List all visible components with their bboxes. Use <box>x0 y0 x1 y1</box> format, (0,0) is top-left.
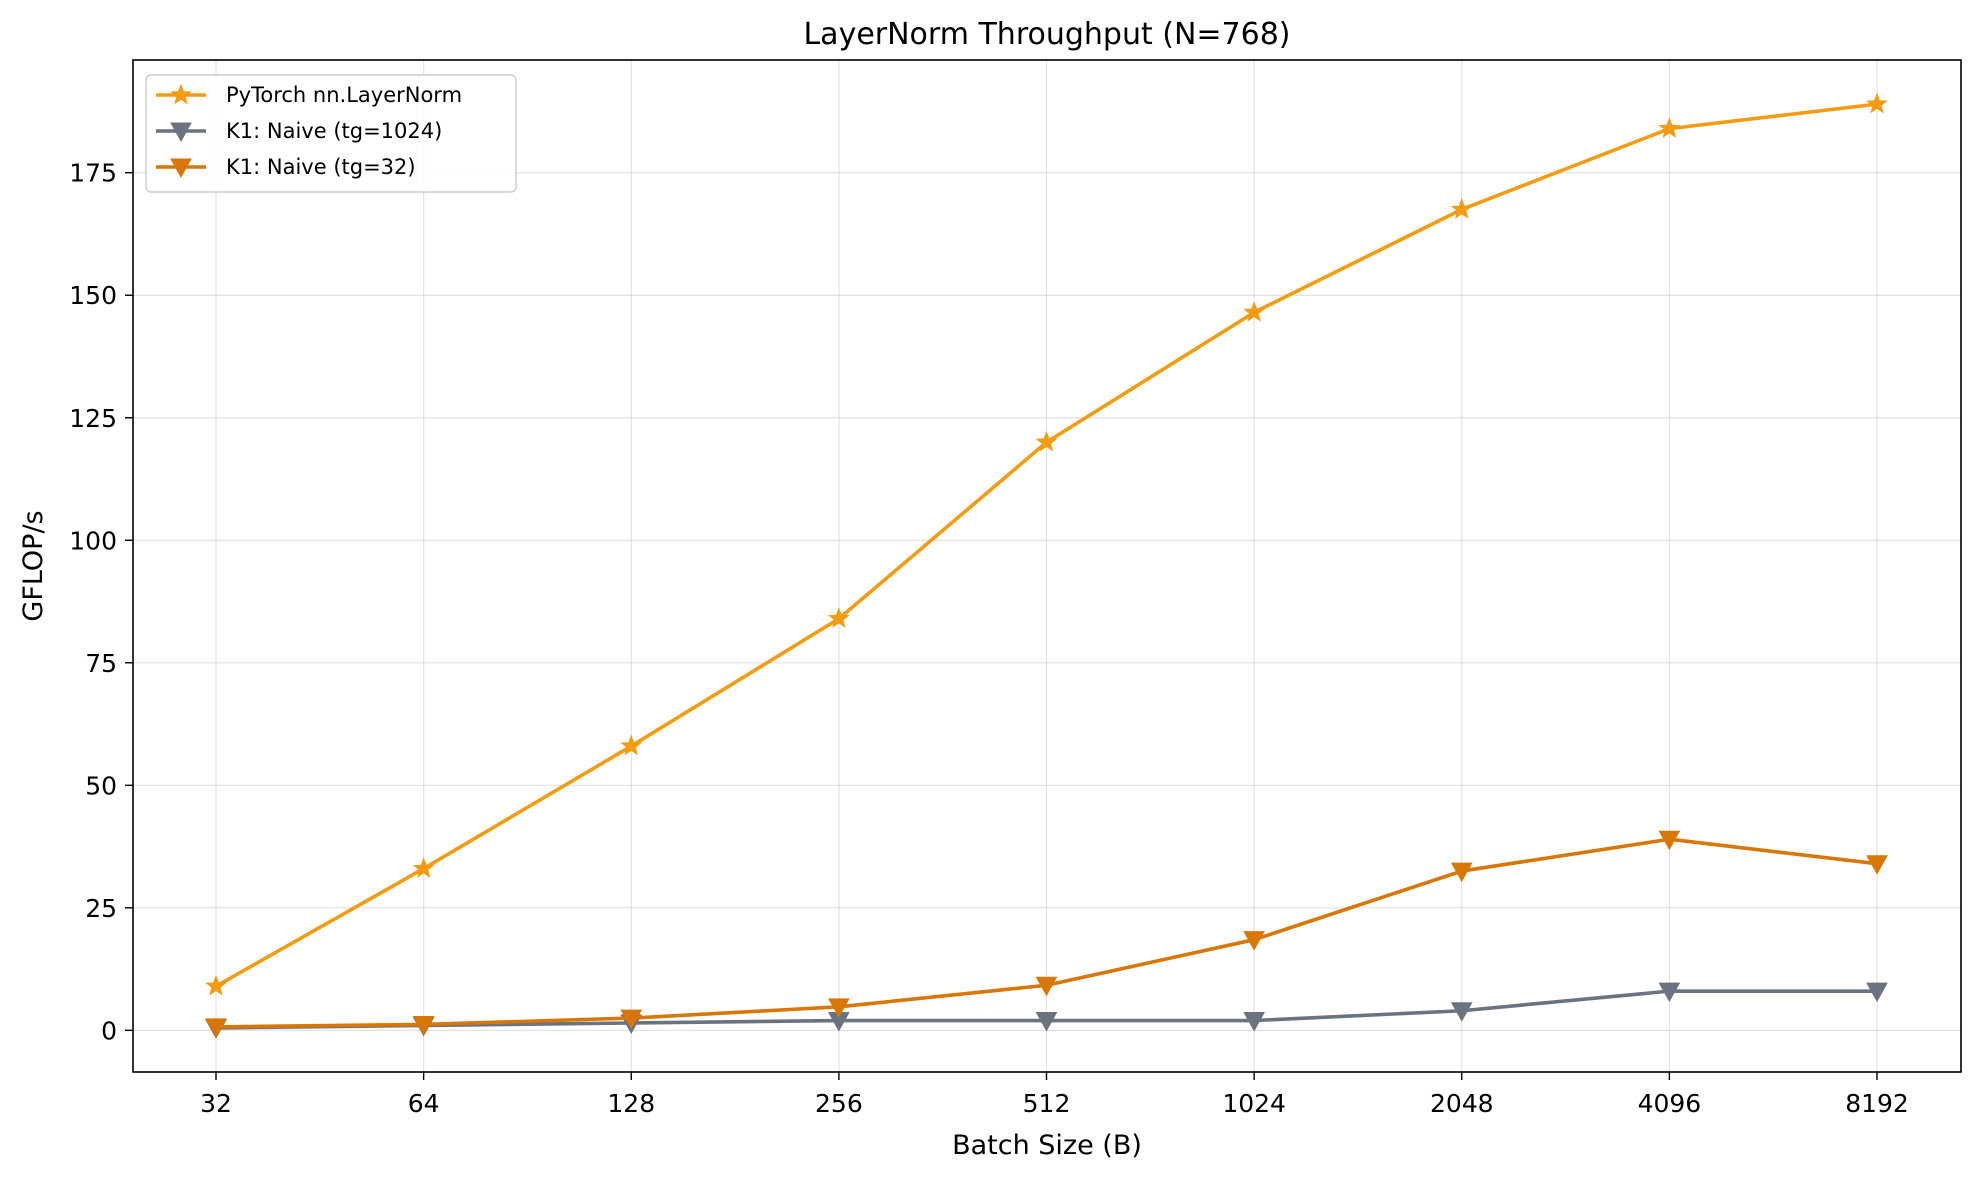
x-tick-label: 64 <box>408 1089 440 1118</box>
y-tick-label: 100 <box>69 526 117 555</box>
data-point <box>1035 430 1058 452</box>
series-layer <box>205 92 1888 1039</box>
y-tick-label: 125 <box>69 404 117 433</box>
legend-entry: PyTorch nn.LayerNorm <box>156 83 462 107</box>
data-point <box>1866 92 1888 114</box>
y-tick-label: 50 <box>85 771 117 800</box>
data-point <box>1243 931 1265 951</box>
x-tick-label: 4096 <box>1638 1089 1702 1118</box>
x-tick-label: 2048 <box>1430 1089 1494 1118</box>
x-tick-label: 8192 <box>1845 1089 1909 1118</box>
data-point <box>1866 982 1888 1003</box>
data-point <box>1658 982 1681 1003</box>
chart-title: LayerNorm Throughput (N=768) <box>803 17 1290 52</box>
legend: PyTorch nn.LayerNorm K1: Naive (tg=1024) K… <box>145 74 517 193</box>
legend-marker <box>170 158 192 179</box>
legend-entry: K1: Naive (tg=32) <box>156 155 416 179</box>
x-axis-label: Batch Size (B) <box>952 1130 1142 1161</box>
legend-entry: K1: Naive (tg=1024) <box>156 119 442 143</box>
legend-label: K1: Naive (tg=1024) <box>226 119 442 143</box>
data-point <box>828 998 850 1018</box>
data-point <box>205 974 227 996</box>
y-tick-label: 0 <box>101 1016 117 1045</box>
y-tick-label: 150 <box>69 281 117 310</box>
data-point <box>1658 117 1681 138</box>
x-tick-label: 256 <box>815 1089 863 1118</box>
data-point <box>828 607 850 628</box>
y-tick-label: 75 <box>85 649 117 678</box>
y-axis-label: GFLOP/s <box>18 510 49 621</box>
data-point <box>1450 198 1473 219</box>
data-point <box>1450 1002 1473 1022</box>
data-point <box>412 1015 435 1036</box>
data-point <box>1035 1012 1058 1032</box>
x-tick-label: 1024 <box>1222 1089 1286 1118</box>
data-point <box>620 1009 643 1030</box>
x-tick-label: 512 <box>1023 1089 1071 1118</box>
data-point <box>1243 300 1265 322</box>
data-point <box>205 1018 227 1038</box>
series-0 <box>205 92 1888 996</box>
data-point <box>1658 830 1681 851</box>
series-2 <box>205 830 1888 1038</box>
legend-marker <box>170 83 192 105</box>
legend-marker <box>170 122 192 143</box>
data-point <box>1450 862 1473 883</box>
x-tick-label: 32 <box>200 1089 232 1118</box>
data-point <box>1035 976 1058 997</box>
x-tick-label: 128 <box>607 1089 655 1118</box>
legend-label: PyTorch nn.LayerNorm <box>226 83 462 107</box>
legend-label: K1: Naive (tg=32) <box>226 155 416 179</box>
legend-box <box>145 74 517 193</box>
data-point <box>1866 855 1888 875</box>
data-point <box>412 857 435 878</box>
y-tick-label: 25 <box>85 894 117 923</box>
axes: 32 64 128 256 512 1024 2048 4096 8192 0 25 50 75 100 1… <box>69 159 1909 1118</box>
data-point <box>1243 1012 1265 1032</box>
y-tick-label: 175 <box>69 159 117 188</box>
data-point <box>620 734 643 756</box>
